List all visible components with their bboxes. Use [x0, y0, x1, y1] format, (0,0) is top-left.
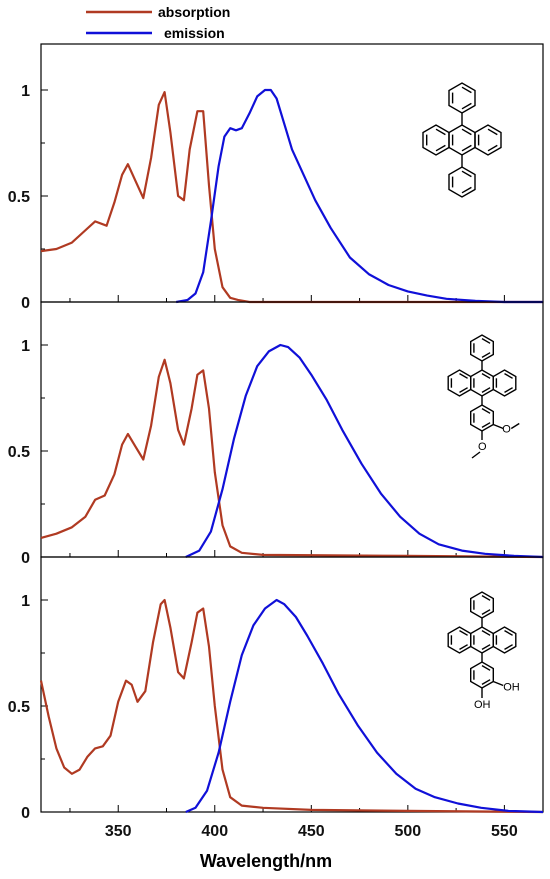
double-bond [481, 594, 491, 601]
molecule-structure-1 [422, 82, 502, 198]
double-bond [435, 128, 446, 136]
absorption-line-panel-1 [40, 91, 543, 304]
absorption-line-panel-3 [39, 598, 544, 814]
panel-2: 00.51 [8, 301, 544, 567]
legend-emission-label: emission [164, 25, 225, 41]
substituent-label: O [502, 424, 511, 436]
double-bond [504, 372, 513, 379]
anthracene-ring [474, 124, 502, 156]
double-bond [481, 337, 491, 344]
phenyl-ring [470, 334, 494, 362]
double-bond [459, 629, 468, 636]
double-bond [481, 664, 491, 671]
substituent-label: O [478, 441, 487, 453]
double-bond [481, 407, 491, 414]
legend-absorption-label: absorption [158, 4, 230, 20]
emission-line-panel-3 [185, 598, 544, 814]
double-bond [481, 609, 491, 616]
panel-frame [40, 556, 544, 813]
double-bond [461, 86, 472, 94]
double-bond [461, 186, 472, 194]
phenyl-ring [470, 591, 494, 619]
panel-frame [40, 301, 544, 558]
absorption-line-panel-2 [40, 358, 544, 559]
double-bond [461, 170, 472, 178]
bond [510, 422, 520, 430]
y-tick-label: 1 [21, 83, 30, 100]
substituent-label: OH [474, 699, 491, 711]
y-tick-label: 0.5 [8, 189, 30, 206]
x-tick-label: 550 [491, 823, 518, 840]
double-bond [481, 422, 491, 429]
x-axis-label: Wavelength/nm [200, 851, 332, 871]
double-bond [487, 144, 498, 152]
double-bond [481, 679, 491, 686]
emission-line-panel-2 [185, 343, 544, 559]
double-bond [481, 387, 491, 394]
double-bond [481, 372, 491, 379]
double-bond [481, 644, 491, 651]
x-tick-label: 400 [201, 823, 228, 840]
double-bond [459, 644, 468, 651]
double-bond [459, 387, 468, 394]
phenyl-ring [448, 82, 476, 114]
x-tick-label: 450 [298, 823, 325, 840]
double-bond [481, 629, 491, 636]
phenyl-ring [448, 166, 476, 198]
double-bond [461, 144, 472, 152]
y-tick-label: 0 [21, 550, 30, 567]
substituent-label: OH [503, 682, 520, 694]
bond [492, 423, 504, 430]
double-bond [504, 644, 513, 651]
y-tick-label: 0 [21, 295, 30, 312]
double-bond [481, 352, 491, 359]
x-tick-label: 500 [394, 823, 421, 840]
anthracene-ring [492, 626, 517, 654]
double-bond [461, 102, 472, 110]
bond [471, 451, 481, 459]
double-bond [504, 387, 513, 394]
bond [492, 680, 504, 687]
double-bond [504, 629, 513, 636]
legend: absorption emission [86, 4, 230, 41]
double-bond [487, 128, 498, 136]
y-tick-label: 1 [21, 593, 30, 610]
anthracene-ring [492, 369, 517, 397]
y-tick-label: 0.5 [8, 444, 30, 461]
panel-3: 00.51 [8, 556, 544, 822]
y-tick-label: 1 [21, 338, 30, 355]
molecule-structure-2: OO [447, 334, 520, 459]
double-bond [435, 144, 446, 152]
double-bond [461, 128, 472, 136]
emission-line-panel-1 [176, 88, 543, 304]
molecule-structure-3: OH OH [447, 591, 520, 711]
y-tick-label: 0 [21, 805, 30, 822]
double-bond [459, 372, 468, 379]
panel-frame [40, 43, 544, 303]
x-tick-label: 350 [105, 823, 132, 840]
y-tick-label: 0.5 [8, 699, 30, 716]
